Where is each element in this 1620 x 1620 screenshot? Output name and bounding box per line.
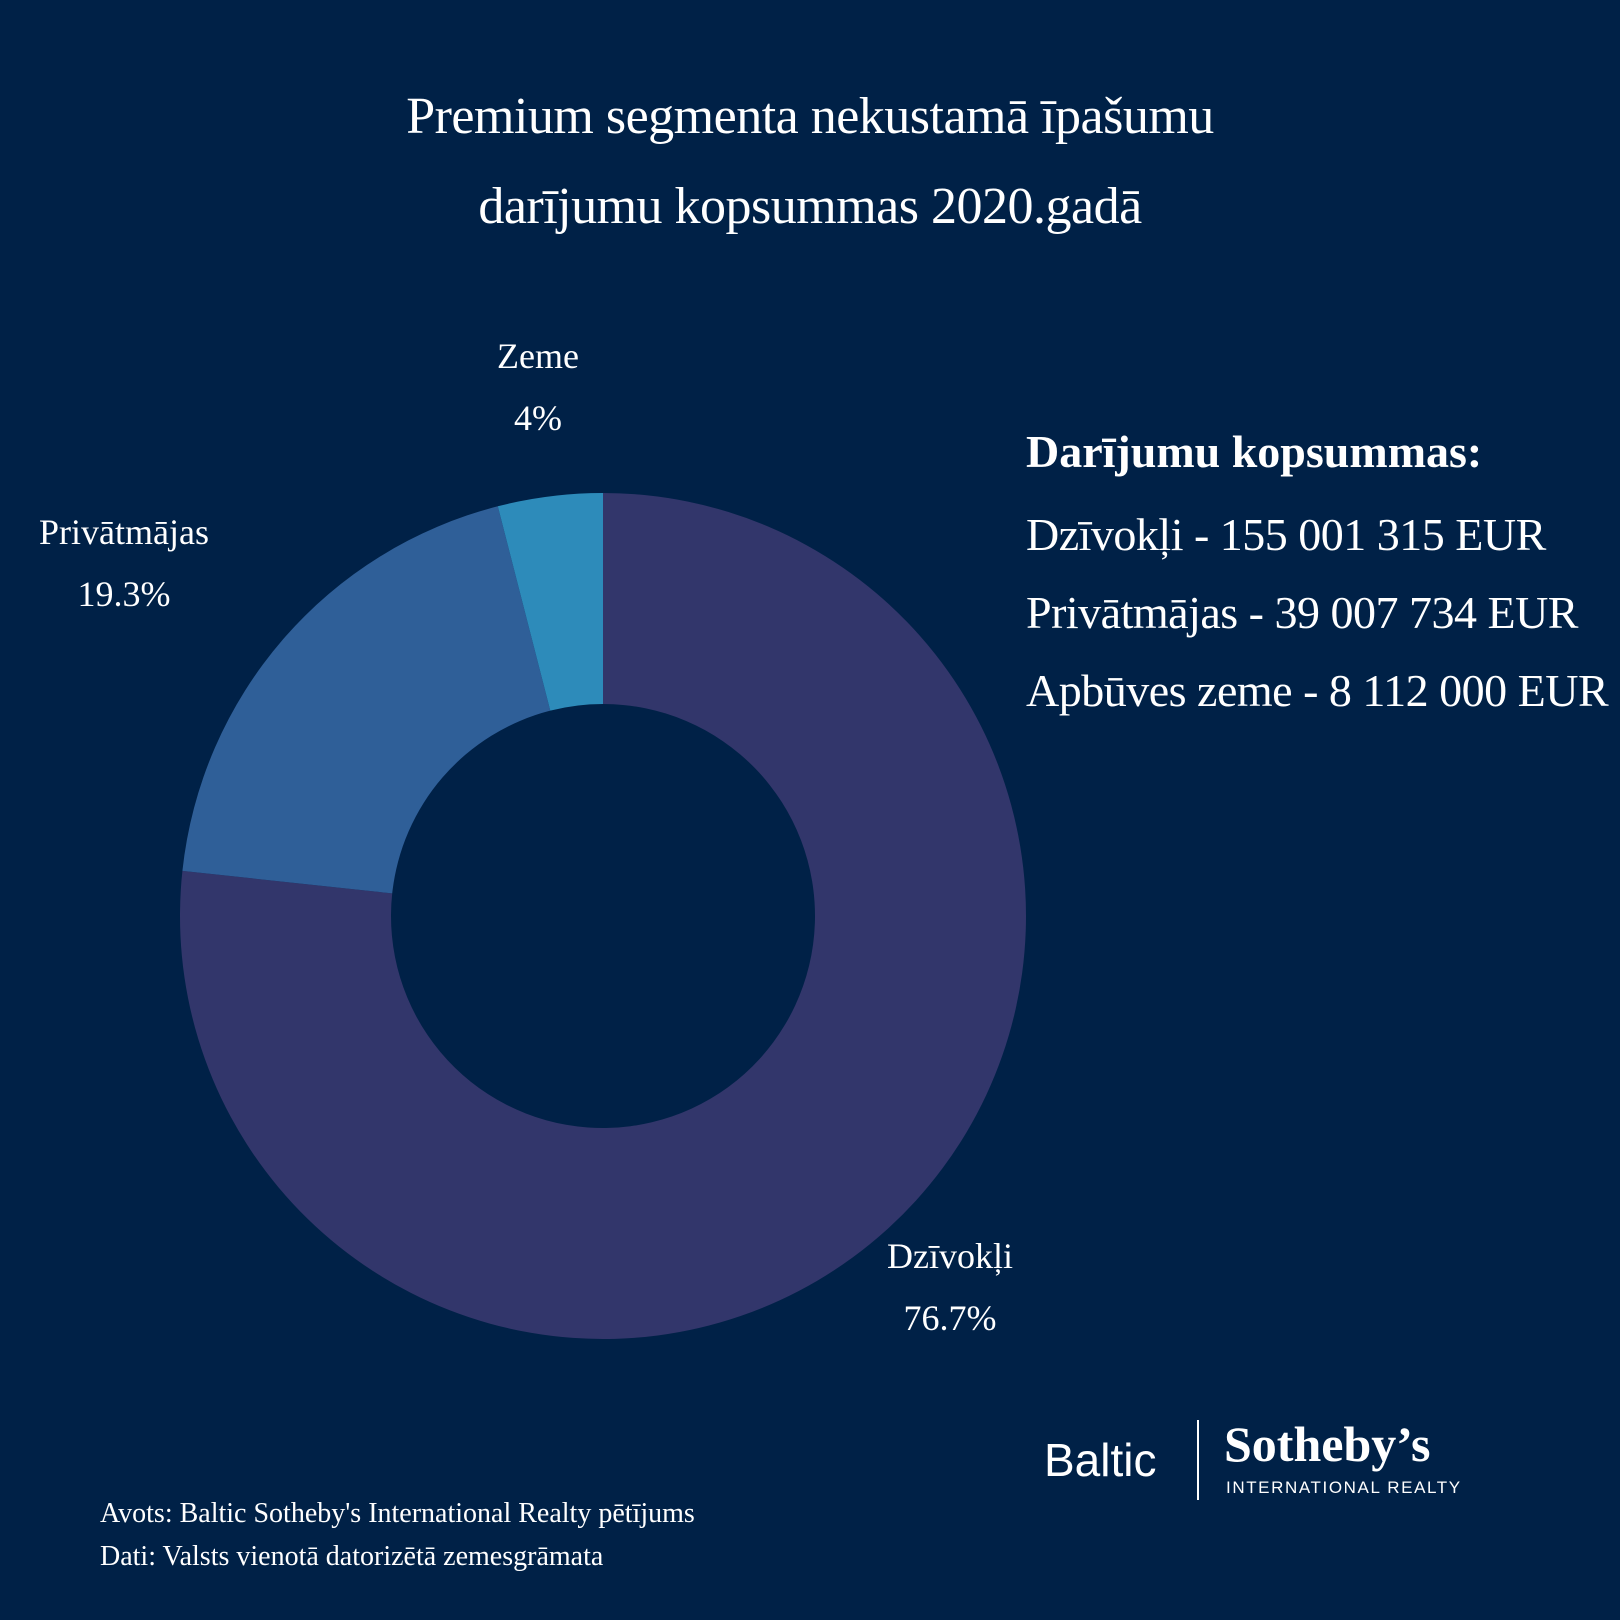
slice-labels: Dzīvokļi 76.7% Privātmājas 19.3% Zeme 4% — [39, 336, 1013, 1338]
slice-label-value-1: 76.7% — [904, 1298, 997, 1338]
chart-title-line-1: Premium segmenta nekustamā īpašumu — [406, 88, 1214, 145]
slice-label-name-3: Zeme — [497, 336, 579, 376]
total-apartments: Dzīvokļi - 155 001 315 EUR — [1026, 509, 1546, 560]
donut-slice-2 — [182, 506, 551, 894]
slice-label-value-2: 19.3% — [78, 574, 171, 614]
slice-label-value-3: 4% — [514, 398, 562, 438]
slice-label-name-1: Dzīvokļi — [887, 1236, 1013, 1276]
chart-title: Premium segmenta nekustamā īpašumu darīj… — [210, 72, 1410, 252]
total-private-houses: Privātmājas - 39 007 734 EUR — [1026, 587, 1579, 638]
donut-slice-1 — [180, 493, 1026, 1339]
total-building-land: Apbūves zeme - 8 112 000 EUR — [1026, 665, 1609, 716]
donut-slices — [180, 493, 1026, 1339]
logo-subtitle: INTERNATIONAL REALTY — [1226, 1478, 1462, 1497]
logo-word-sothebys: Sotheby’s — [1224, 1416, 1431, 1472]
totals-summary: Darījumu kopsummas: Dzīvokļi - 155 001 3… — [1026, 420, 1609, 730]
footer-data: Dati: Valsts vienotā datorizētā zemesgrā… — [100, 1541, 604, 1572]
donut-slice-3 — [497, 493, 603, 711]
slice-label-name-2: Privātmājas — [39, 512, 209, 552]
logo-word-baltic: Baltic — [1044, 1434, 1157, 1486]
logo-divider — [1197, 1420, 1199, 1500]
chart-title-line-2: darījumu kopsummas 2020.gadā — [478, 178, 1142, 235]
footer-notes: Avots: Baltic Sotheby's International Re… — [100, 1492, 695, 1578]
footer-source: Avots: Baltic Sotheby's International Re… — [100, 1498, 695, 1529]
totals-heading: Darījumu kopsummas: — [1026, 426, 1483, 477]
